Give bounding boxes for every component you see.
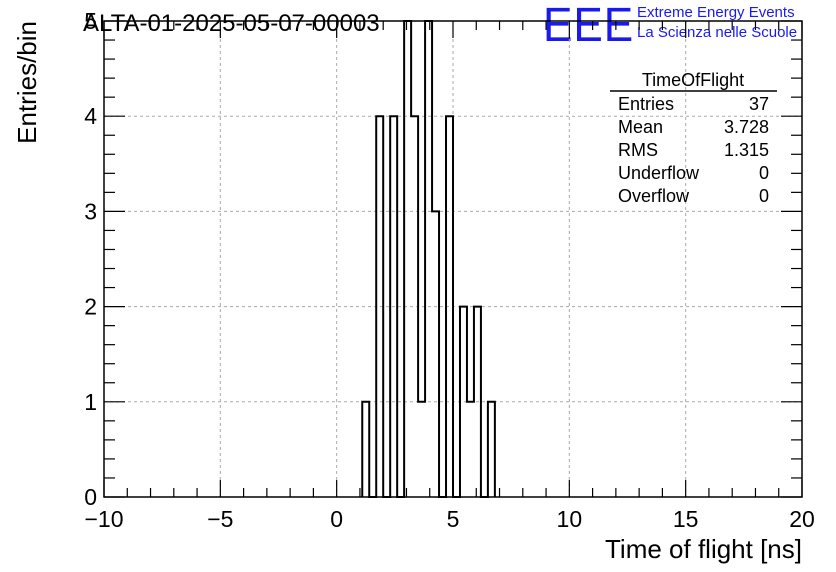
stats-title: TimeOfFlight (642, 70, 744, 90)
x-tick-label: 15 (673, 506, 699, 532)
x-tick-label: 5 (447, 506, 460, 532)
histogram-bars (361, 20, 496, 498)
y-tick-label: 2 (84, 294, 97, 320)
histogram-outline (361, 20, 496, 498)
stats-label-underflow: Underflow (618, 163, 700, 183)
y-tick-labels: 0 1 2 3 4 5 (84, 8, 97, 510)
x-tick-label: 20 (789, 506, 815, 532)
stats-label-entries: Entries (618, 94, 674, 114)
logo-tagline-2: La Scienza nelle Scuole (637, 24, 798, 41)
eee-logo-mark: EEE (543, 0, 635, 52)
stats-value-overflow: 0 (759, 186, 769, 206)
y-tick-label: 3 (84, 198, 97, 224)
stats-box: TimeOfFlight Entries 37 Mean 3.728 RMS 1.315 U… (610, 70, 777, 206)
y-tick-label: 5 (84, 8, 97, 34)
stats-label-overflow: Overflow (618, 186, 690, 206)
stats-value-entries: 37 (749, 94, 769, 114)
x-tick-labels: −10 −5 0 5 10 15 20 (84, 506, 814, 532)
page-title: ALTA-01-2025-05-07-00003 (83, 10, 380, 37)
y-tick-label: 0 (84, 484, 97, 510)
stats-label-rms: RMS (618, 140, 658, 160)
histogram-bin (362, 402, 369, 497)
x-tick-label: −5 (207, 506, 233, 532)
axis-ticks (103, 20, 803, 498)
histogram-bin (488, 402, 495, 497)
stats-label-mean: Mean (618, 117, 663, 137)
x-axis-title: Time of flight [ns] (605, 534, 802, 564)
x-tick-label: 0 (330, 506, 343, 532)
histogram-bin (467, 402, 474, 497)
stats-value-rms: 1.315 (724, 140, 769, 160)
histogram-bin (432, 211, 439, 497)
stats-value-underflow: 0 (759, 163, 769, 183)
stats-value-mean: 3.728 (724, 117, 769, 137)
logo-tagline-1: Extreme Energy Events (637, 4, 795, 21)
histogram-bin (418, 402, 425, 497)
y-tick-label: 1 (84, 389, 97, 415)
histogram-bin (425, 21, 432, 497)
y-tick-label: 4 (84, 103, 97, 129)
histogram-bin (404, 21, 411, 497)
x-tick-label: 10 (557, 506, 583, 532)
y-axis-title: Entries/bin (12, 21, 42, 144)
x-tick-label: −10 (84, 506, 123, 532)
